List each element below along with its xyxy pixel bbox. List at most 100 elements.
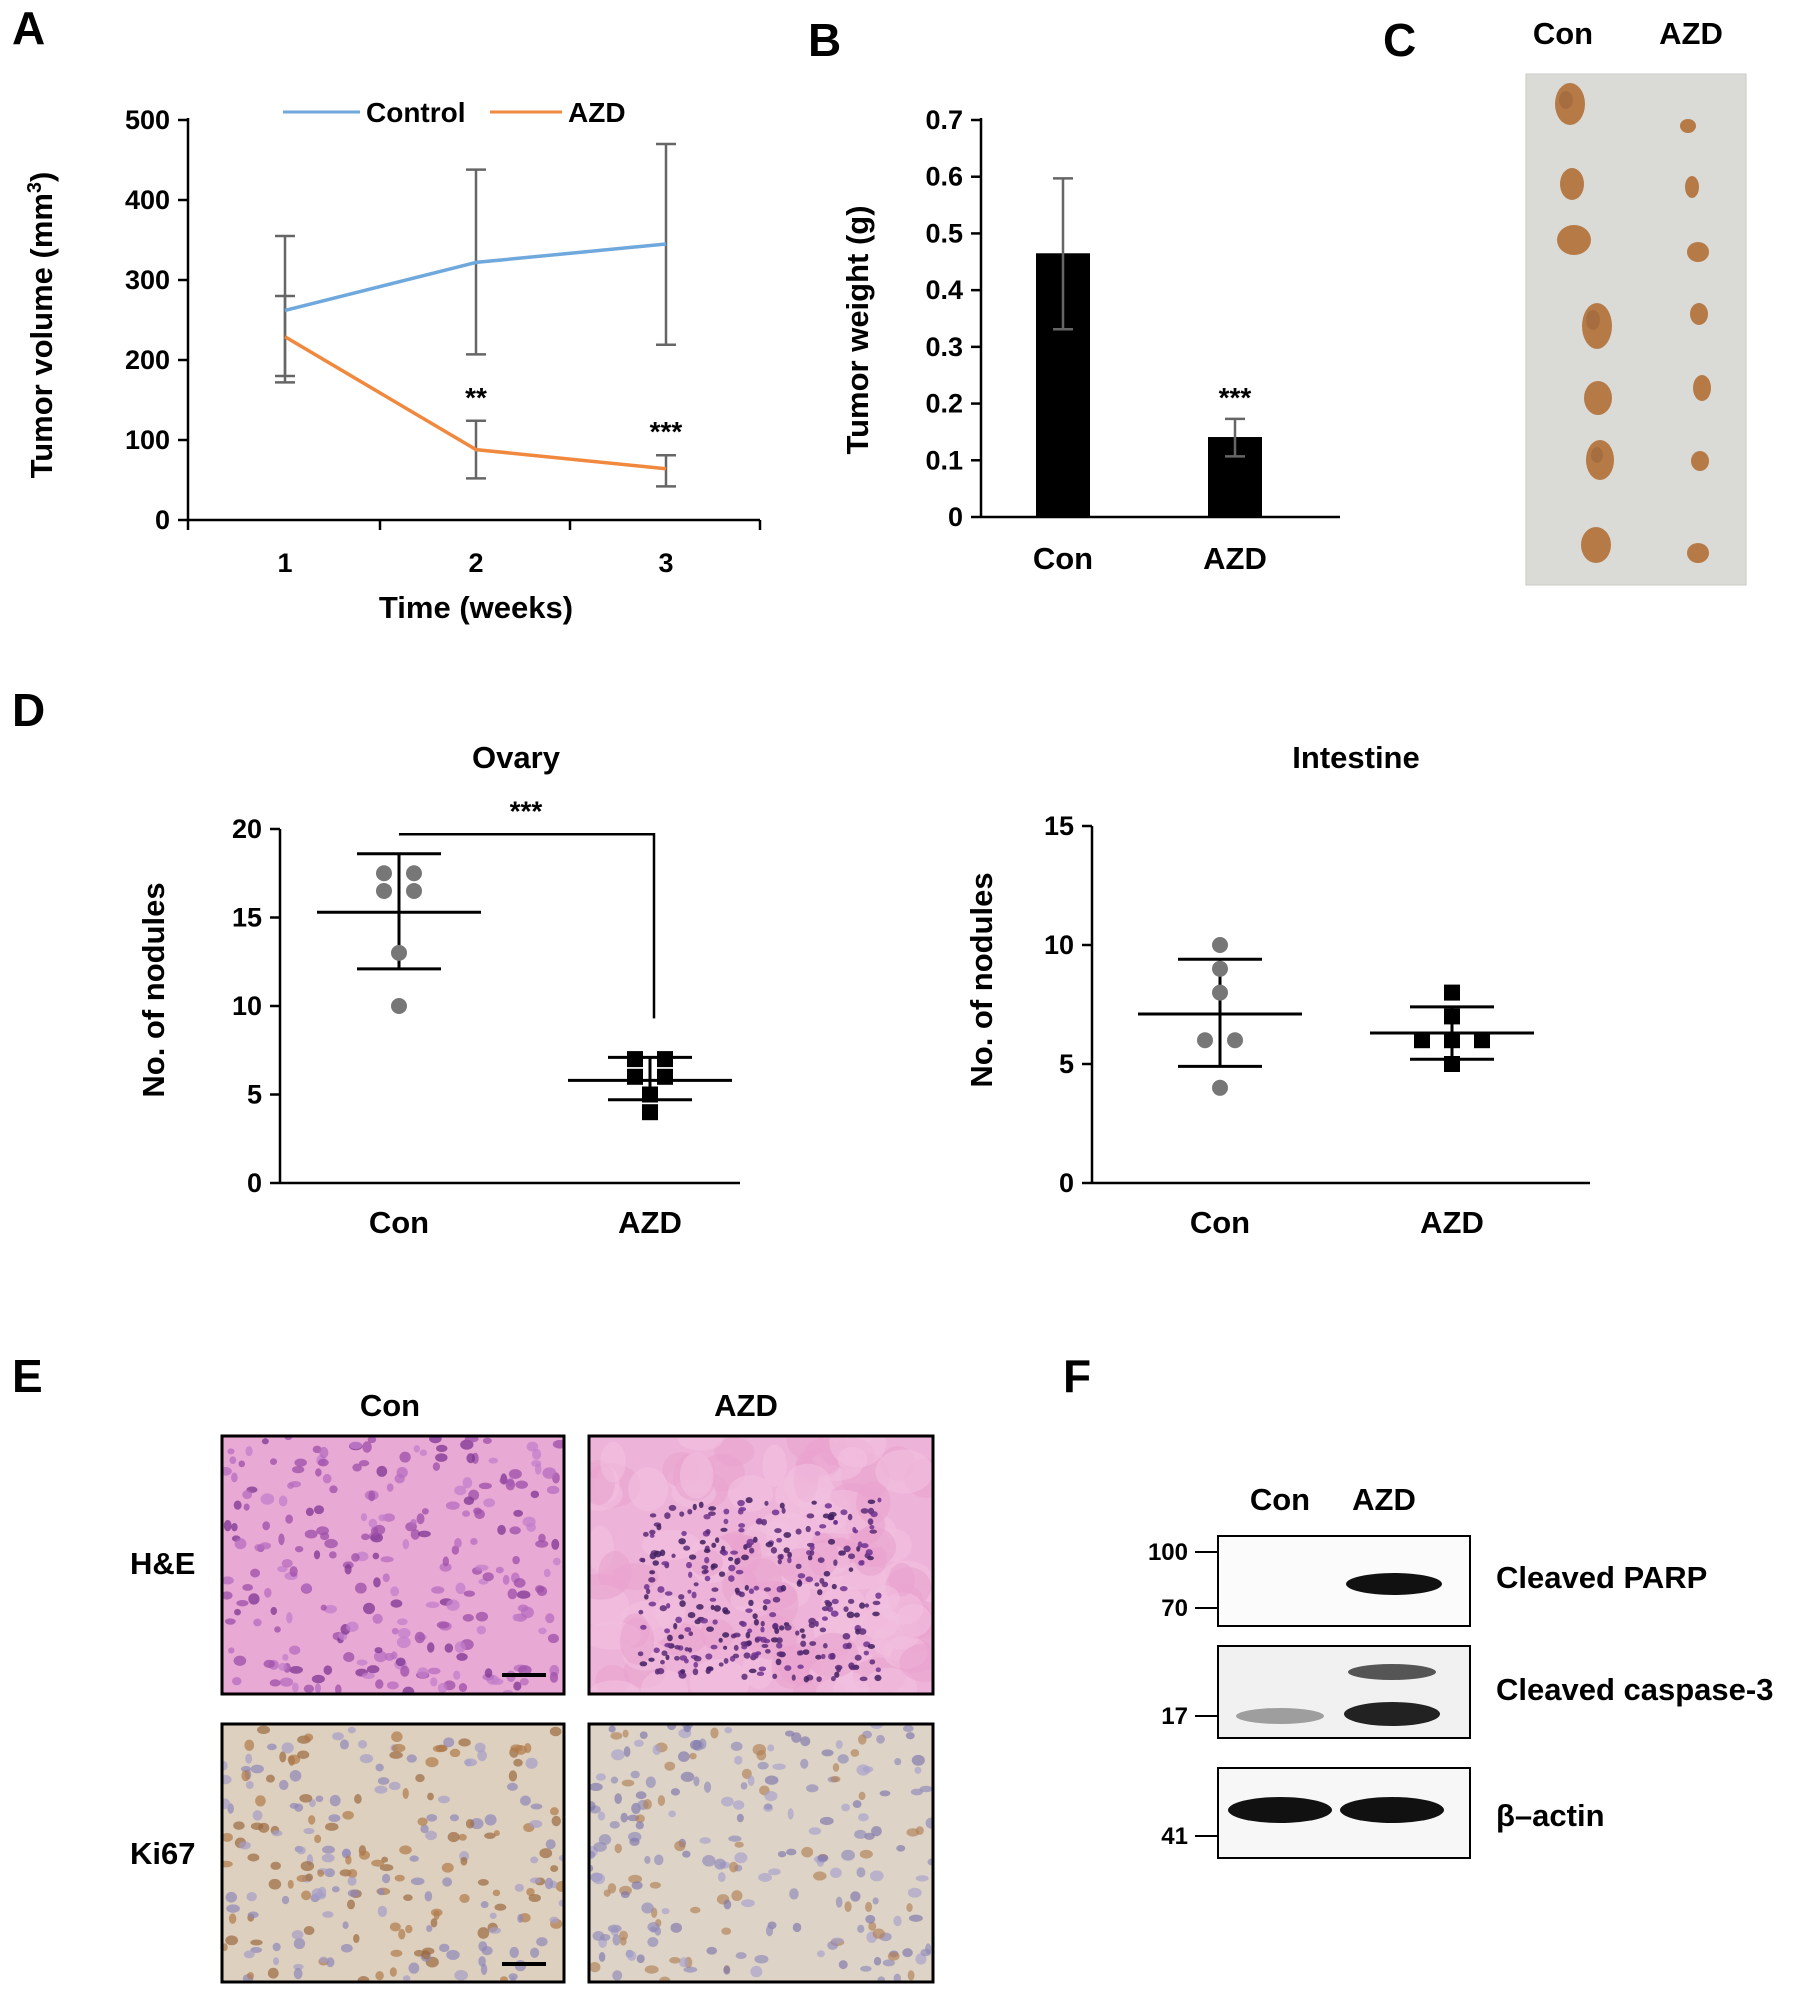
cell-texture [815, 1654, 822, 1660]
cell-texture [347, 1889, 360, 1898]
blot-label-parp: Cleaved PARP [1496, 1560, 1707, 1595]
cell-texture [833, 1520, 838, 1525]
cell-texture [609, 1821, 620, 1829]
cell-texture [529, 1820, 543, 1829]
cell-texture [830, 1867, 842, 1878]
panel-e-col-azd: AZD [714, 1388, 778, 1423]
cell-texture [422, 1947, 435, 1955]
cell-texture [425, 1601, 440, 1609]
cell-texture [464, 1436, 479, 1443]
chart-d-ovary-y-title: No. of nodules [136, 882, 171, 1097]
cell-texture [380, 1556, 394, 1563]
cell-texture [329, 1794, 341, 1807]
cell-texture [867, 1555, 874, 1561]
cell-texture [378, 1514, 386, 1522]
cell-texture [319, 1956, 329, 1964]
cell-texture [362, 1441, 372, 1453]
cell-texture [692, 1503, 697, 1511]
cell-texture [518, 1665, 532, 1675]
cell-texture [795, 1563, 802, 1570]
cell-texture [684, 1627, 692, 1632]
cell-texture [480, 1963, 488, 1976]
cell-texture [488, 1927, 502, 1934]
cell-texture [386, 1483, 394, 1492]
y-tick-label: 5 [247, 1080, 262, 1110]
cell-texture [635, 1814, 645, 1823]
cell-texture [270, 1458, 278, 1466]
cell-texture [745, 1608, 753, 1613]
cell-texture [247, 1853, 260, 1862]
cell-texture [644, 1855, 651, 1864]
cell-texture [732, 1653, 740, 1659]
cell-texture [746, 1538, 755, 1546]
cell-texture [474, 1742, 486, 1753]
x-tick-label: Con [369, 1205, 429, 1240]
y-tick-label: 0.6 [925, 162, 963, 192]
cell-texture [332, 1732, 344, 1741]
cell-texture [234, 1538, 247, 1550]
cell-texture [542, 1467, 557, 1479]
cell-texture [814, 1582, 820, 1587]
cell-texture [531, 1460, 542, 1467]
cell-texture [339, 1739, 349, 1750]
cell-texture [687, 1589, 692, 1594]
cell-texture [772, 1596, 781, 1603]
cell-texture [838, 1960, 848, 1970]
cell-texture [703, 1781, 712, 1793]
cell-texture [753, 1619, 760, 1626]
cell-texture [744, 1584, 749, 1591]
data-point-square [657, 1068, 673, 1085]
cell-texture [762, 1444, 787, 1487]
cell-texture [439, 1562, 452, 1572]
panel-e-row-ki67: Ki67 [130, 1836, 195, 1871]
cell-texture [770, 1546, 778, 1554]
cell-texture [664, 1512, 671, 1519]
tumors-azd [1680, 119, 1711, 563]
cell-texture [703, 1513, 711, 1520]
cell-texture [809, 1641, 817, 1647]
cell-texture [446, 1949, 460, 1960]
cell-texture [687, 1508, 693, 1515]
y-tick-label: 10 [1044, 930, 1074, 960]
cell-texture [494, 1903, 507, 1911]
cell-texture [530, 1803, 543, 1810]
cell-texture [722, 1632, 730, 1638]
cell-texture [759, 1511, 808, 1539]
data-point-circle [376, 882, 392, 899]
cell-texture [857, 1813, 869, 1822]
cell-texture [417, 1817, 428, 1826]
cell-texture [914, 1766, 922, 1774]
chart-d-ovary-bracket: *** [399, 795, 656, 1019]
cell-texture [402, 1975, 411, 1982]
cell-texture [415, 1773, 425, 1783]
cell-texture [432, 1745, 446, 1753]
cell-texture [375, 1971, 384, 1981]
cell-texture [269, 1679, 281, 1687]
cell-texture [234, 1608, 241, 1616]
cell-texture [454, 1969, 468, 1981]
cell-texture [664, 1642, 672, 1648]
cell-texture [648, 1577, 656, 1583]
cell-texture [648, 1601, 657, 1607]
cell-texture [689, 1752, 697, 1760]
y-tick-label: 0.7 [925, 105, 963, 135]
cell-texture [396, 1467, 408, 1478]
tumor-photo: Con AZD [1525, 16, 1747, 586]
cell-texture [758, 1872, 772, 1882]
cell-texture [860, 1508, 869, 1514]
cell-texture [413, 1949, 425, 1957]
data-point-circle [391, 998, 407, 1014]
cell-texture [549, 1916, 559, 1924]
cell-texture [272, 1957, 280, 1966]
data-point-square [657, 1051, 673, 1068]
cell-texture [396, 1636, 411, 1649]
cell-texture [305, 1507, 314, 1517]
x-tick-label: Con [1033, 541, 1093, 576]
cell-texture [814, 1620, 819, 1627]
cell-texture [688, 1571, 693, 1578]
cell-texture [772, 1763, 786, 1770]
cell-texture [427, 1667, 441, 1675]
data-point-square [1444, 984, 1460, 1001]
x-tick-label: AZD [618, 1205, 682, 1240]
cell-texture [915, 1953, 927, 1965]
